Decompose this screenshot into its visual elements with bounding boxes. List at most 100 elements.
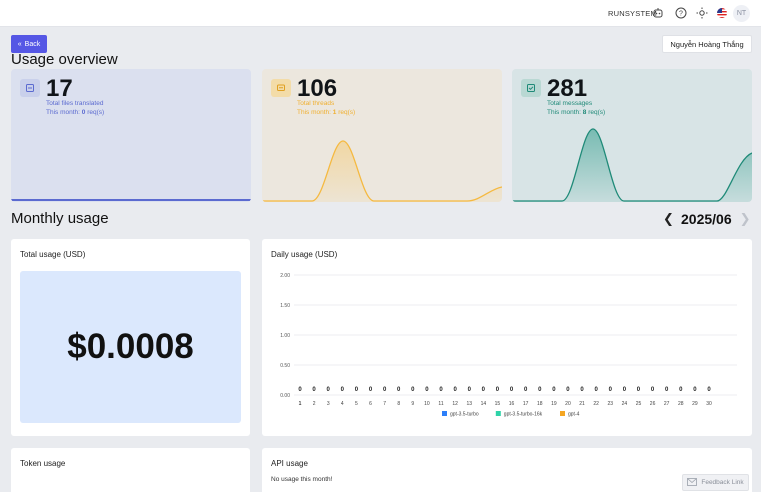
files-trend-chart — [11, 199, 251, 201]
x-tick-label: 6 — [369, 401, 372, 407]
x-tick-label: 24 — [622, 401, 628, 407]
stat-month: This month: 1 req(s) — [297, 109, 356, 116]
avatar[interactable]: NT — [733, 5, 750, 22]
x-tick-label: 14 — [481, 401, 487, 407]
stat-month: This month: 8 req(s) — [547, 109, 606, 116]
feedback-link-label: Feedback Link — [701, 479, 744, 486]
files-icon — [20, 79, 40, 97]
x-tick-label: 4 — [341, 401, 344, 407]
top-bar: RUNSYSTEM ? NT — [0, 0, 761, 27]
month-navigator: ❮ 2025/06 ❯ — [663, 211, 751, 227]
legend-label: gpt-3.5-turbo — [450, 412, 479, 418]
data-label: 0 — [383, 387, 387, 393]
token-usage-title: Token usage — [20, 459, 66, 468]
api-usage-panel: API usage No usage this month! — [262, 448, 752, 492]
data-label: 0 — [552, 387, 556, 393]
stat-card-threads: 106 Total threads This month: 1 req(s) — [262, 69, 502, 202]
chevrons-left-icon: « — [17, 40, 22, 48]
x-tick-label: 12 — [452, 401, 458, 407]
data-label: 0 — [439, 387, 443, 393]
x-tick-label: 11 — [438, 401, 443, 407]
data-label: 0 — [538, 387, 542, 393]
theme-icon[interactable] — [696, 7, 708, 19]
daily-usage-panel: Daily usage (USD) 2.00 1.50 1.00 0.50 0.00 0 1… — [262, 239, 752, 436]
token-usage-panel: Token usage — [11, 448, 250, 492]
y-tick-label: 2.00 — [280, 273, 290, 279]
x-tick-label: 19 — [551, 401, 557, 407]
stat-value: 17 — [46, 75, 73, 102]
stat-label: Total messages — [547, 100, 593, 107]
x-tick-label: 8 — [397, 401, 400, 407]
data-label: 0 — [637, 387, 641, 393]
api-usage-empty: No usage this month! — [271, 476, 333, 483]
x-tick-label: 16 — [509, 401, 515, 407]
data-label: 0 — [623, 387, 627, 393]
y-tick-label: 0.50 — [280, 363, 290, 369]
x-tick-label: 3 — [327, 401, 330, 407]
data-label: 0 — [665, 387, 669, 393]
data-label: 0 — [693, 387, 697, 393]
user-name-button[interactable]: Nguyễn Hoàng Thắng — [662, 35, 752, 53]
data-label: 0 — [707, 387, 711, 393]
legend-label: gpt-3.5-turbo-16k — [504, 412, 543, 418]
data-label: 0 — [524, 387, 528, 393]
x-tick-label: 21 — [579, 401, 585, 407]
x-tick-label: 9 — [411, 401, 414, 407]
stat-label: Total threads — [297, 100, 335, 107]
feedback-link-button[interactable]: Feedback Link — [682, 474, 749, 491]
data-label: 0 — [355, 387, 359, 393]
legend-swatch — [495, 411, 501, 416]
x-tick-label: 30 — [706, 401, 712, 407]
x-tick-label: 27 — [664, 401, 670, 407]
legend-label: gpt-4 — [568, 412, 580, 418]
data-label: 0 — [425, 387, 429, 393]
mail-icon — [687, 477, 698, 488]
data-label: 0 — [651, 387, 655, 393]
x-tick-label: 23 — [607, 401, 613, 407]
data-label: 0 — [468, 387, 472, 393]
prev-month-icon[interactable]: ❮ — [663, 211, 674, 226]
x-tick-label: 28 — [678, 401, 684, 407]
x-tick-label: 7 — [383, 401, 386, 407]
data-label: 0 — [397, 387, 401, 393]
x-tick-label: 1 — [299, 401, 302, 407]
monthly-usage-title: Monthly usage — [11, 210, 109, 227]
current-month: 2025/06 — [681, 211, 732, 227]
data-label: 0 — [312, 387, 316, 393]
x-tick-label: 26 — [650, 401, 656, 407]
page-title: Usage overview — [11, 51, 118, 68]
data-label: 0 — [496, 387, 500, 393]
data-label: 0 — [595, 387, 599, 393]
x-tick-label: 25 — [636, 401, 642, 407]
x-tick-label: 18 — [537, 401, 543, 407]
stat-label: Total files translated — [46, 100, 104, 107]
x-tick-label: 17 — [523, 401, 529, 407]
data-label: 0 — [510, 387, 514, 393]
x-tick-label: 15 — [495, 401, 501, 407]
data-label: 0 — [369, 387, 373, 393]
stat-value: 281 — [547, 75, 588, 102]
stat-card-messages: 281 Total messages This month: 8 req(s) — [512, 69, 752, 202]
back-button[interactable]: « Back — [11, 35, 47, 53]
stat-value: 106 — [297, 75, 338, 102]
total-usage-title: Total usage (USD) — [20, 250, 86, 259]
x-tick-label: 22 — [593, 401, 599, 407]
data-label: 0 — [679, 387, 683, 393]
y-tick-label: 1.00 — [280, 333, 290, 339]
robot-icon[interactable] — [652, 7, 664, 19]
us-flag-icon[interactable] — [716, 7, 728, 19]
help-icon[interactable]: ? — [675, 7, 687, 19]
threads-icon — [271, 79, 291, 97]
api-usage-title: API usage — [271, 459, 308, 468]
data-label: 0 — [453, 387, 457, 393]
x-tick-label: 20 — [565, 401, 571, 407]
legend-swatch — [560, 411, 565, 416]
messages-trend-chart — [512, 128, 752, 202]
next-month-icon[interactable]: ❯ — [739, 211, 751, 226]
data-label: 0 — [341, 387, 345, 393]
svg-text:?: ? — [679, 11, 683, 18]
x-tick-label: 29 — [692, 401, 698, 407]
brand-name: RUNSYSTEM — [608, 9, 657, 18]
data-label: 0 — [482, 387, 486, 393]
data-label: 0 — [411, 387, 415, 393]
